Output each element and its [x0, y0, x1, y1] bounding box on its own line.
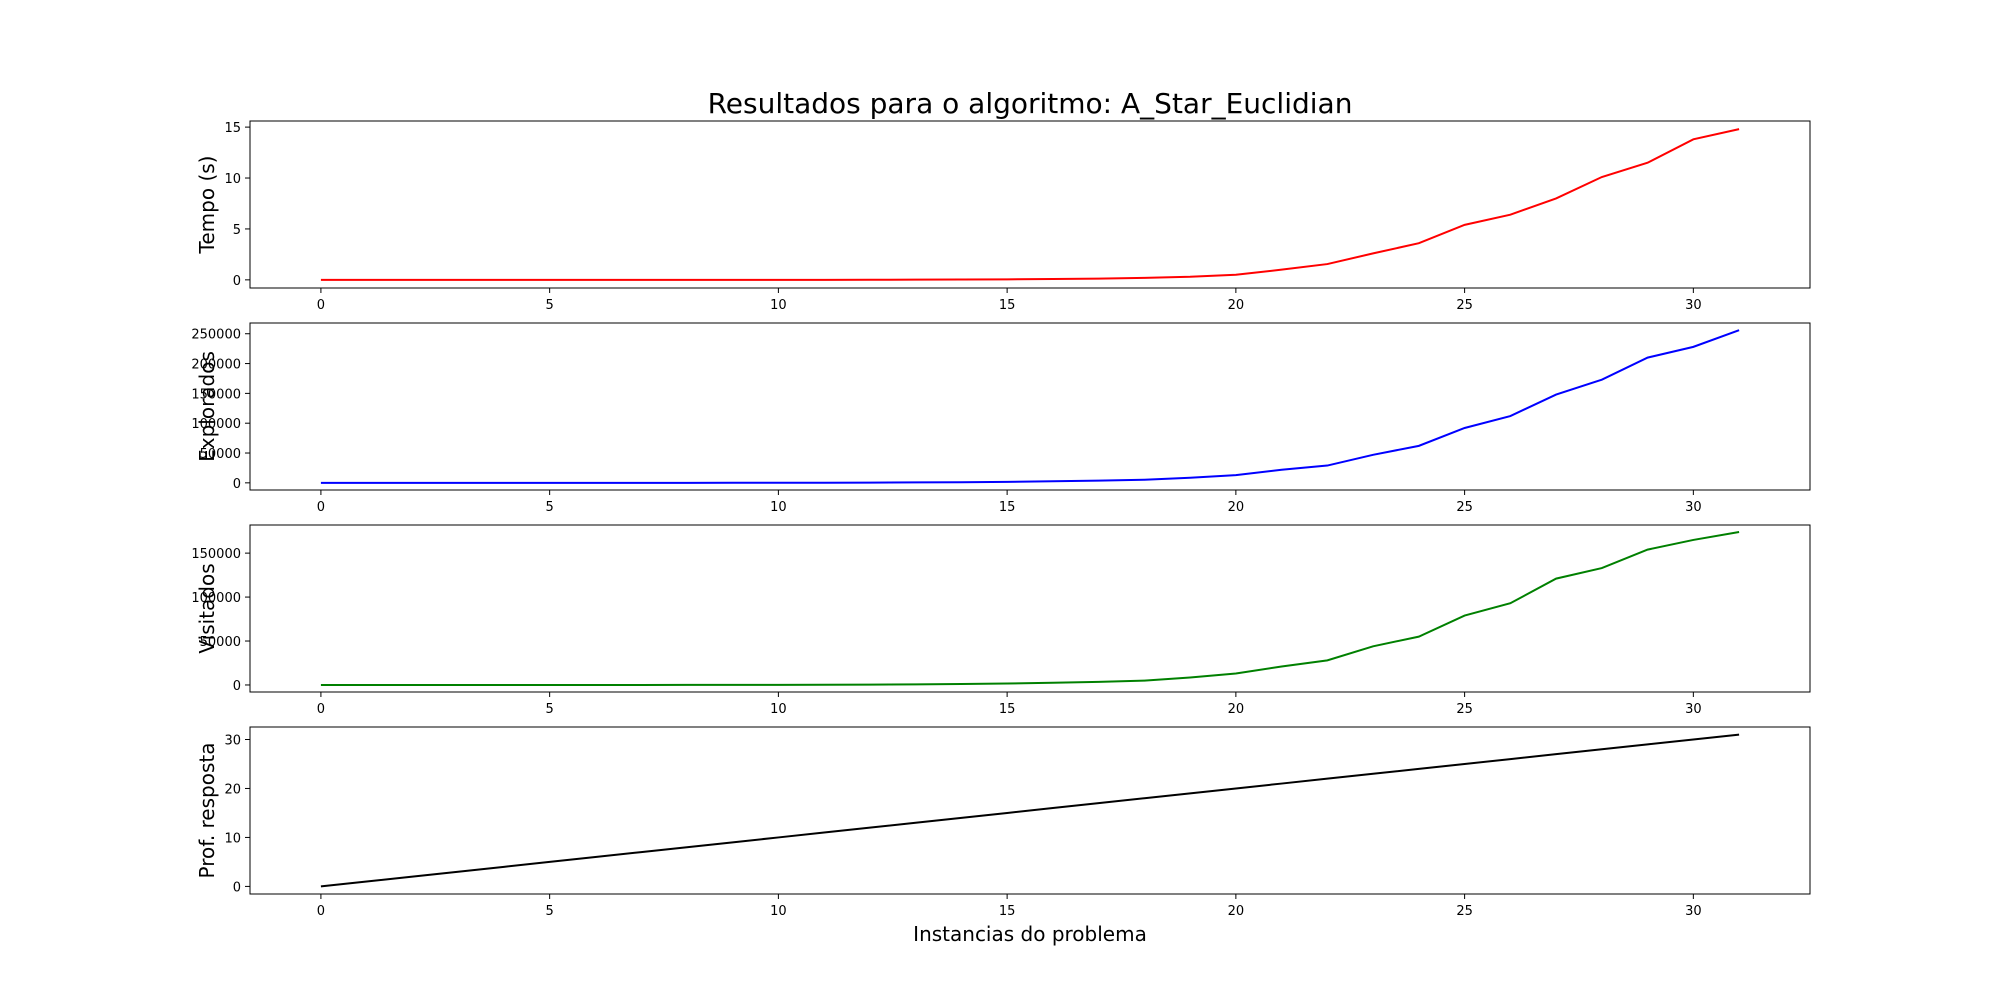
x-tick-label: 0 — [317, 298, 325, 313]
y-axis-label-4: Prof. resposta — [195, 743, 219, 879]
y-tick-label: 100000 — [191, 591, 241, 606]
x-tick-label: 0 — [317, 904, 325, 919]
axes-frame-3 — [249, 524, 1811, 693]
y-axis-label-3: Visitados — [195, 563, 219, 653]
x-tick-label: 20 — [1228, 298, 1245, 313]
subplot-2: 0 5 10 15 20 25 30 0 50000 100000 150000 200000 2500… — [191, 322, 1811, 515]
y-tick-label: 150000 — [191, 387, 241, 402]
y-tick-label: 0 — [233, 880, 241, 895]
axes-frame-2 — [249, 322, 1811, 491]
y-tick-label: 250000 — [191, 328, 241, 343]
x-tick-label: 30 — [1685, 298, 1702, 313]
x-tick-label: 5 — [546, 904, 554, 919]
x-tick-label: 30 — [1685, 904, 1702, 919]
x-tick-label: 20 — [1228, 702, 1245, 717]
axes-frame-1 — [249, 120, 1811, 289]
x-tick-label: 5 — [546, 298, 554, 313]
x-tick-label: 0 — [317, 702, 325, 717]
subplot-1: 0 5 10 15 20 25 30 0 5 10 15 Tempo (s) — [195, 120, 1811, 313]
x-tick-label: 30 — [1685, 500, 1702, 515]
x-tick-label: 10 — [770, 500, 787, 515]
x-tick-label: 5 — [546, 702, 554, 717]
y-tick-label: 100000 — [191, 417, 241, 432]
x-tick-label: 10 — [770, 702, 787, 717]
x-tick-label: 30 — [1685, 702, 1702, 717]
x-tick-label: 5 — [546, 500, 554, 515]
series-line-2 — [320, 329, 1740, 484]
y-tick-label: 0 — [233, 477, 241, 492]
series-line-1 — [320, 128, 1740, 281]
x-tick-label: 25 — [1456, 904, 1473, 919]
figure-title: Resultados para o algoritmo: A_Star_Eucl… — [708, 87, 1353, 120]
x-tick-label: 10 — [770, 298, 787, 313]
y-tick-label: 5 — [233, 223, 241, 238]
y-tick-label: 10 — [224, 831, 241, 846]
x-tick-label: 20 — [1228, 904, 1245, 919]
y-tick-label: 50000 — [200, 447, 241, 462]
y-tick-label: 15 — [224, 121, 241, 136]
y-tick-label: 20 — [224, 782, 241, 797]
series-line-4 — [320, 733, 1740, 888]
x-tick-label: 25 — [1456, 702, 1473, 717]
series-line-3 — [320, 531, 1740, 686]
subplot-4: 0 5 10 15 20 25 30 0 10 20 30 Prof. resposta — [195, 726, 1811, 919]
x-tick-label: 15 — [999, 500, 1016, 515]
axes-frame-4 — [249, 726, 1811, 895]
y-tick-label: 0 — [233, 274, 241, 289]
y-tick-label: 0 — [233, 679, 241, 694]
y-axis-label-2: Explorados — [195, 351, 219, 462]
x-tick-label: 15 — [999, 904, 1016, 919]
y-axis-label-1: Tempo (s) — [195, 156, 219, 255]
y-tick-label: 10 — [224, 172, 241, 187]
x-axis-label: Instancias do problema — [913, 922, 1147, 946]
x-tick-label: 15 — [999, 702, 1016, 717]
x-tick-label: 15 — [999, 298, 1016, 313]
x-tick-label: 25 — [1456, 500, 1473, 515]
y-tick-label: 30 — [224, 733, 241, 748]
y-tick-label: 150000 — [191, 547, 241, 562]
y-tick-label: 50000 — [200, 635, 241, 650]
x-tick-label: 20 — [1228, 500, 1245, 515]
x-tick-label: 10 — [770, 904, 787, 919]
x-tick-label: 25 — [1456, 298, 1473, 313]
x-tick-label: 0 — [317, 500, 325, 515]
y-tick-label: 200000 — [191, 358, 241, 373]
